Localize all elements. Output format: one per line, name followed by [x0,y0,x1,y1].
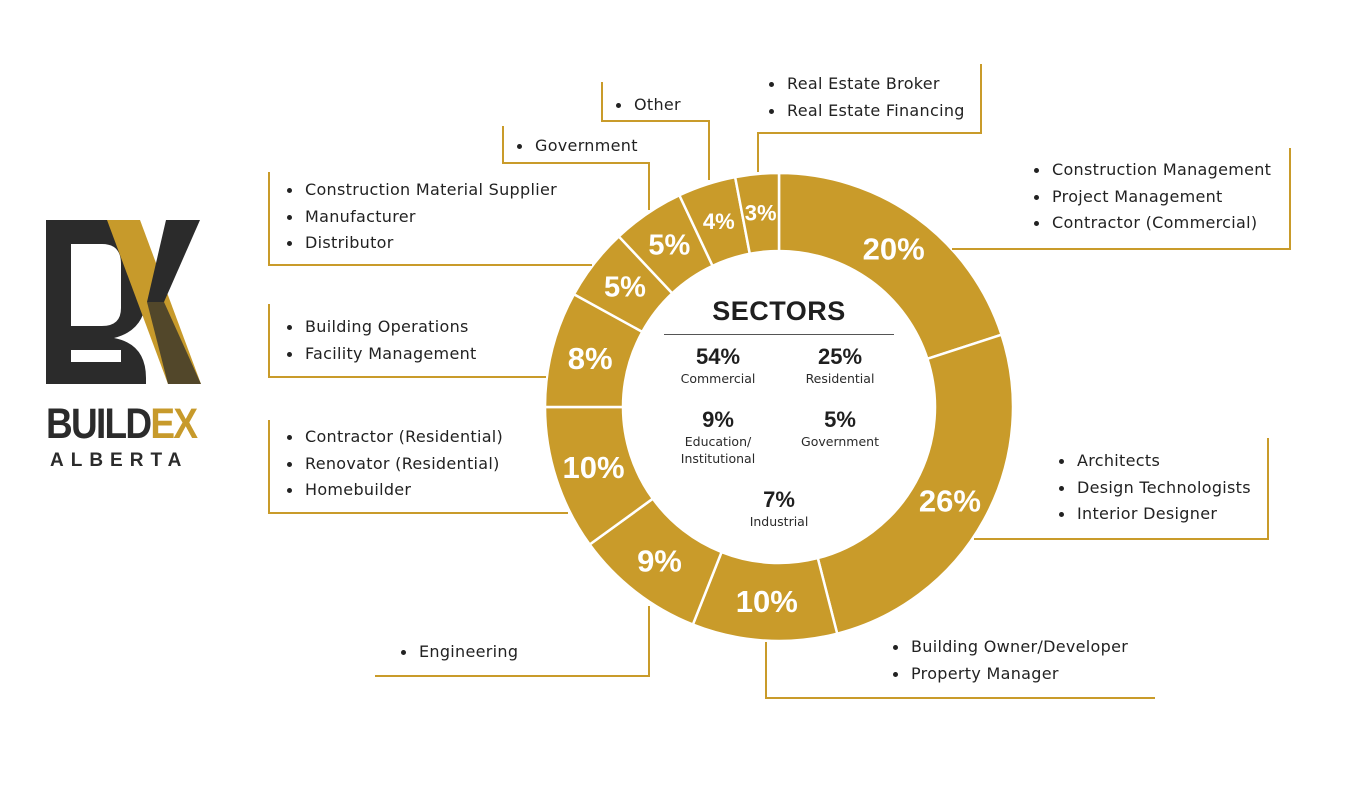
buildex-logo-mark [46,220,201,384]
leader-line [268,420,568,514]
callout-residential: Contractor (Residential) Renovator (Resi… [287,424,503,504]
slice-value-label: 26% [919,483,981,518]
slice-value-label: 8% [568,341,613,376]
sectors-title: SECTORS [712,296,846,326]
donut-slice [816,333,1015,636]
list-item: Interior Designer [1059,501,1251,528]
callout-suppliers: Construction Material Supplier Manufactu… [287,177,557,257]
callout-engineering: Engineering [401,639,518,666]
leader-line [757,64,982,172]
list-item: Design Technologists [1059,475,1251,502]
slice-value-label: 5% [604,271,646,303]
callout-operations: Building Operations Facility Management [287,314,477,367]
list-item: Engineering [401,639,518,666]
list-item: Project Management [1034,184,1271,211]
stat-residential: 25% Residential [805,344,875,386]
list-item: Real Estate Broker [769,71,965,98]
brand-subtitle: ALBERTA [50,450,189,471]
list-item: Government [517,133,638,160]
slice-value-label: 10% [563,450,625,485]
list-item: Other [616,92,681,119]
brand-wordmark: BUILDEX [46,400,198,448]
leader-line [268,172,592,266]
leader-line [268,304,546,378]
callout-government: Government [517,133,638,160]
slice-value-label: 4% [703,209,735,234]
slice-value-labels: 20% 26% 10% 9% 10% 8% 5%5% 4% 3% [563,200,981,619]
leader-line [974,438,1269,540]
list-item: Building Owner/Developer [893,634,1128,661]
donut-slice [733,171,781,256]
list-item: Real Estate Financing [769,98,965,125]
donut-slice [777,171,1004,361]
list-item: Property Manager [893,661,1128,688]
leader-line [502,126,650,210]
slice-value-label: 20% [863,232,925,267]
list-item: Construction Material Supplier [287,177,557,204]
sectors-summary: SECTORS 54% Commercial 25% Residential 9% E… [660,296,898,546]
callout-owners: Building Owner/Developer Property Manage… [893,634,1128,687]
list-item: Facility Management [287,341,477,368]
list-item: Manufacturer [287,204,557,231]
leader-lines [268,64,1291,699]
leader-line [375,606,650,677]
callout-design: Architects Design Technologists Interior… [1059,448,1251,528]
stat-education-institutional: 9% Education/ Institutional [680,407,756,466]
callout-real-estate: Real Estate Broker Real Estate Financing [769,71,965,124]
title-divider [664,334,894,335]
list-item: Contractor (Residential) [287,424,503,451]
stat-government: 5% Government [801,407,879,449]
leader-line [765,642,1155,699]
slice-value-label: 5% [648,230,690,262]
stat-industrial: 7% Industrial [749,487,809,529]
callout-commercial-construction: Construction Management Project Manageme… [1034,157,1271,237]
leader-line [601,82,710,180]
list-item: Building Operations [287,314,477,341]
list-item: Contractor (Commercial) [1034,210,1271,237]
slice-value-label: 9% [637,544,682,579]
list-item: Homebuilder [287,477,503,504]
slice-value-label: 3% [745,200,777,225]
list-item: Renovator (Residential) [287,451,503,478]
list-item: Construction Management [1034,157,1271,184]
donut-slices [543,171,1015,643]
slice-value-label: 10% [736,584,798,619]
list-item: Distributor [287,230,557,257]
stat-commercial: 54% Commercial [680,344,756,386]
list-item: Architects [1059,448,1251,475]
leader-line [952,148,1291,250]
callout-other: Other [616,92,681,119]
